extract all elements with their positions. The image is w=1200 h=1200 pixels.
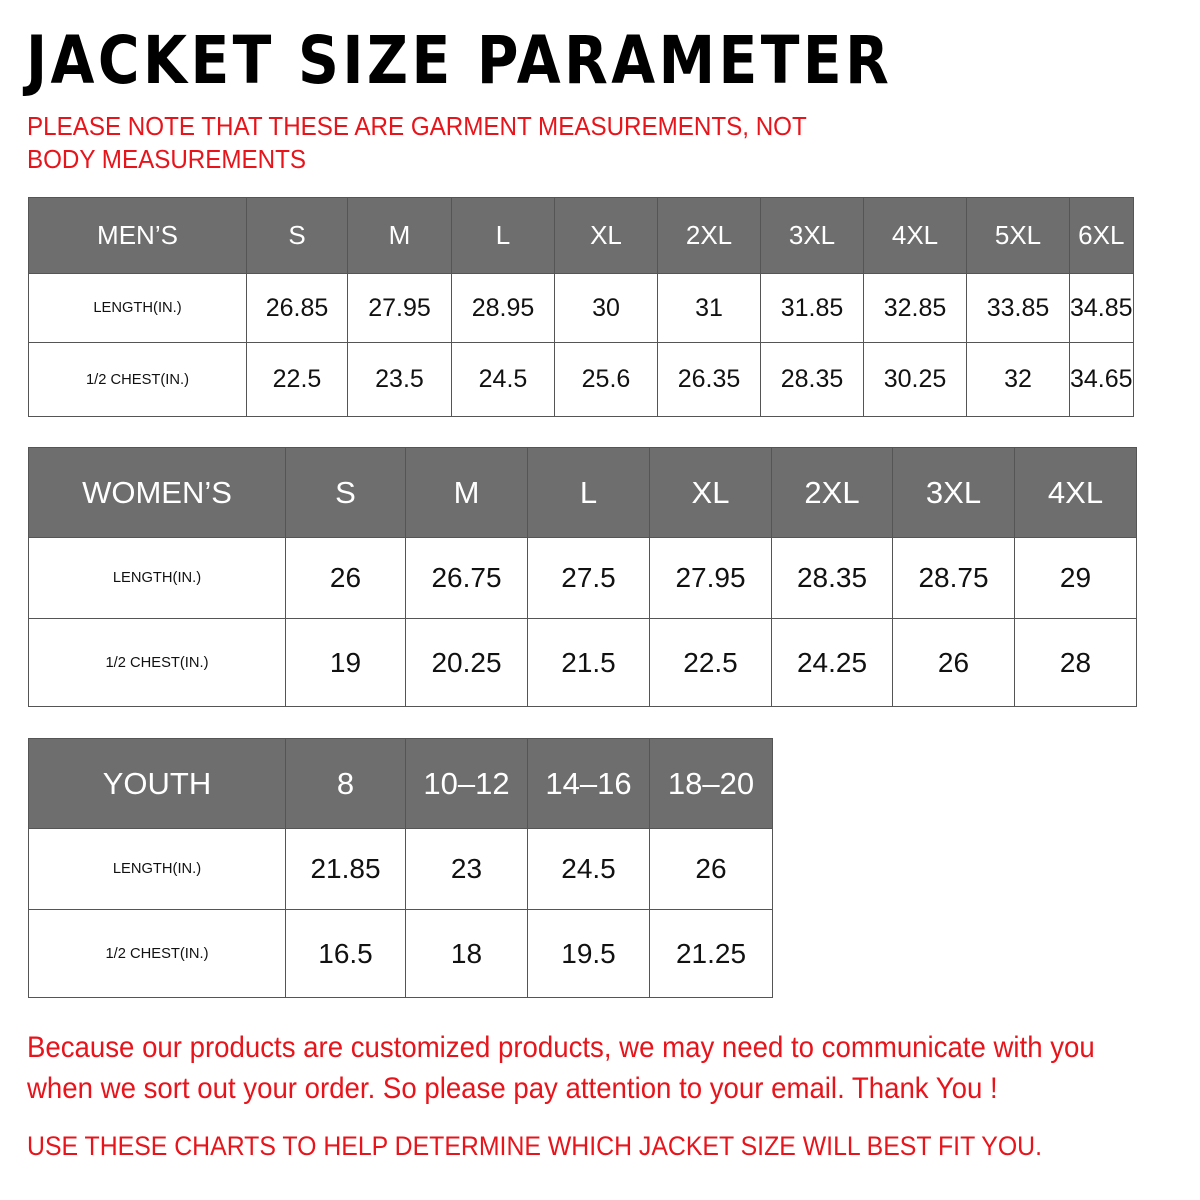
size-header: 5XL [966, 197, 1070, 274]
measurement-cell: 30.25 [863, 342, 967, 417]
size-header: 18–20 [649, 738, 773, 829]
garment-note: PLEASE NOTE THAT THESE ARE GARMENT MEASU… [27, 111, 807, 174]
size-header: XL [649, 447, 772, 538]
youth-size-table: YOUTH 8 10–12 14–16 18–20 LENGTH(IN.) 21.85 23 2… [28, 738, 773, 998]
size-header: M [347, 197, 452, 274]
header-row: WOMEN’S S M L XL 2XL 3XL 4XL [28, 447, 1137, 538]
measurement-cell: 28.95 [451, 273, 555, 343]
footer-message: Because our products are customized prod… [27, 1027, 1095, 1109]
measurement-cell: 33.85 [966, 273, 1070, 343]
measurement-cell: 19.5 [527, 909, 650, 998]
measurement-cell: 27.95 [649, 537, 772, 619]
measurement-cell: 18 [405, 909, 528, 998]
measurement-cell: 23 [405, 828, 528, 910]
measurement-cell: 30 [554, 273, 658, 343]
measurement-cell: 21.85 [285, 828, 406, 910]
measurement-cell: 24.5 [451, 342, 555, 417]
measurement-cell: 28.35 [771, 537, 893, 619]
table-row: LENGTH(IN.) 21.85 23 24.5 26 [28, 828, 773, 910]
measurement-cell: 32 [966, 342, 1070, 417]
size-header: 10–12 [405, 738, 528, 829]
measurement-cell: 28.75 [892, 537, 1015, 619]
measurement-cell: 24.5 [527, 828, 650, 910]
measurement-cell: 32.85 [863, 273, 967, 343]
header-row: MEN’S S M L XL 2XL 3XL 4XL 5XL 6XL [28, 197, 1134, 274]
table-row: LENGTH(IN.) 26 26.75 27.5 27.95 28.35 28.75 29 [28, 537, 1137, 619]
measurement-cell: 26 [892, 618, 1015, 707]
size-header: L [451, 197, 555, 274]
measurement-cell: 21.5 [527, 618, 650, 707]
table-row: 1/2 CHEST(IN.) 22.5 23.5 24.5 25.6 26.35 28.35… [28, 342, 1134, 417]
measurement-cell: 26.85 [246, 273, 348, 343]
row-label: 1/2 CHEST(IN.) [28, 618, 286, 707]
table-title: WOMEN’S [28, 447, 286, 538]
row-label: 1/2 CHEST(IN.) [28, 342, 247, 417]
row-label: LENGTH(IN.) [28, 273, 247, 343]
table-row: 1/2 CHEST(IN.) 16.5 18 19.5 21.25 [28, 909, 773, 998]
page-title: JACKET SIZE PARAMETER [26, 22, 893, 99]
size-header: 2XL [657, 197, 761, 274]
measurement-cell: 26.35 [657, 342, 761, 417]
measurement-cell: 22.5 [649, 618, 772, 707]
size-header: 4XL [1014, 447, 1137, 538]
size-header: L [527, 447, 650, 538]
measurement-cell: 21.25 [649, 909, 773, 998]
measurement-cell: 26.75 [405, 537, 528, 619]
row-label: LENGTH(IN.) [28, 537, 286, 619]
mens-size-table: MEN’S S M L XL 2XL 3XL 4XL 5XL 6XL LENGTH(IN.) 26.8… [28, 197, 1134, 417]
measurement-cell: 19 [285, 618, 406, 707]
size-header: 2XL [771, 447, 893, 538]
womens-size-table: WOMEN’S S M L XL 2XL 3XL 4XL LENGTH(IN.) 26 26.75 2… [28, 447, 1137, 707]
row-label: LENGTH(IN.) [28, 828, 286, 910]
footer-line-2: when we sort out your order. So please p… [27, 1072, 998, 1105]
measurement-cell: 28.35 [760, 342, 864, 417]
size-header: 6XL [1069, 197, 1134, 274]
measurement-cell: 16.5 [285, 909, 406, 998]
row-label: 1/2 CHEST(IN.) [28, 909, 286, 998]
table-row: 1/2 CHEST(IN.) 19 20.25 21.5 22.5 24.25 26 28 [28, 618, 1137, 707]
measurement-cell: 34.85 [1069, 273, 1134, 343]
size-header: 8 [285, 738, 406, 829]
size-header: M [405, 447, 528, 538]
footer-instruction: USE THESE CHARTS TO HELP DETERMINE WHICH… [27, 1131, 1042, 1161]
measurement-cell: 27.5 [527, 537, 650, 619]
measurement-cell: 29 [1014, 537, 1137, 619]
measurement-cell: 26 [285, 537, 406, 619]
size-header: S [246, 197, 348, 274]
measurement-cell: 24.25 [771, 618, 893, 707]
footer-line-1: Because our products are customized prod… [27, 1031, 1095, 1064]
measurement-cell: 23.5 [347, 342, 452, 417]
table-title: MEN’S [28, 197, 247, 274]
measurement-cell: 22.5 [246, 342, 348, 417]
measurement-cell: 25.6 [554, 342, 658, 417]
measurement-cell: 20.25 [405, 618, 528, 707]
measurement-cell: 31 [657, 273, 761, 343]
header-row: YOUTH 8 10–12 14–16 18–20 [28, 738, 773, 829]
size-header: XL [554, 197, 658, 274]
measurement-cell: 26 [649, 828, 773, 910]
size-header: 3XL [892, 447, 1015, 538]
measurement-cell: 31.85 [760, 273, 864, 343]
measurement-cell: 28 [1014, 618, 1137, 707]
size-header: 3XL [760, 197, 864, 274]
measurement-cell: 34.65 [1069, 342, 1134, 417]
table-row: LENGTH(IN.) 26.85 27.95 28.95 30 31 31.85 32.85… [28, 273, 1134, 343]
size-header: 14–16 [527, 738, 650, 829]
table-title: YOUTH [28, 738, 286, 829]
size-header: 4XL [863, 197, 967, 274]
size-header: S [285, 447, 406, 538]
measurement-cell: 27.95 [347, 273, 452, 343]
